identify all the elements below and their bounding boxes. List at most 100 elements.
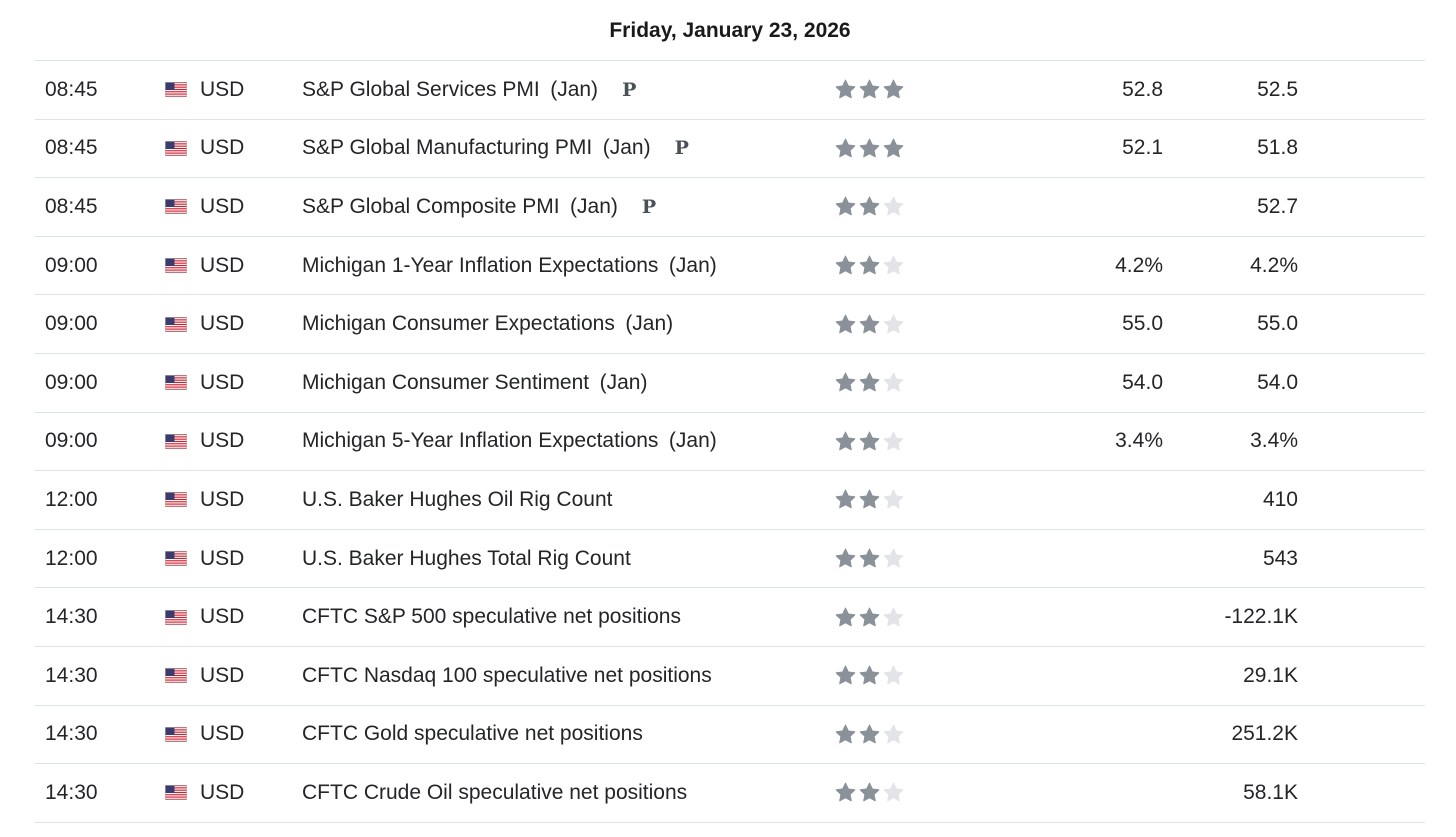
star-empty-icon xyxy=(883,607,904,628)
event-name-cell[interactable]: Michigan 5-Year Inflation Expectations (… xyxy=(302,413,717,471)
importance-stars xyxy=(835,354,907,412)
event-name[interactable]: CFTC Nasdaq 100 speculative net position… xyxy=(302,663,712,687)
event-name[interactable]: S&P Global Manufacturing PMI (Jan) xyxy=(302,136,651,160)
event-row[interactable]: 08:45 USD S&P Global Composite PMI (Jan)… xyxy=(35,178,1425,237)
event-row[interactable]: 08:45 USD S&P Global Services PMI (Jan) … xyxy=(35,61,1425,120)
importance-stars xyxy=(835,120,907,178)
event-name-cell[interactable]: S&P Global Manufacturing PMI (Jan) P xyxy=(302,120,689,178)
event-row[interactable]: 09:00 USD Michigan 5-Year Inflation Expe… xyxy=(35,413,1425,472)
event-forecast: 4.2% xyxy=(1250,253,1298,277)
star-filled-icon xyxy=(835,255,856,276)
star-empty-icon xyxy=(883,372,904,393)
event-actual xyxy=(1095,588,1163,646)
importance-stars xyxy=(835,178,907,236)
event-time: 14:30 xyxy=(45,605,98,629)
event-name[interactable]: CFTC S&P 500 speculative net positions xyxy=(302,605,681,629)
event-currency: USD xyxy=(200,663,245,687)
event-time: 09:00 xyxy=(45,429,98,453)
us-flag-icon xyxy=(165,530,187,588)
event-currency: USD xyxy=(200,77,245,101)
event-row[interactable]: 12:00 USD U.S. Baker Hughes Oil Rig Coun… xyxy=(35,471,1425,530)
star-filled-icon xyxy=(835,665,856,686)
event-name-cell[interactable]: CFTC Nasdaq 100 speculative net position… xyxy=(302,647,712,705)
event-name-cell[interactable]: Michigan 1-Year Inflation Expectations (… xyxy=(302,237,717,295)
event-name[interactable]: CFTC Crude Oil speculative net positions xyxy=(302,780,688,804)
us-flag-icon xyxy=(165,295,187,353)
star-filled-icon xyxy=(835,138,856,159)
event-currency: USD xyxy=(200,136,245,160)
importance-stars xyxy=(835,706,907,764)
event-row[interactable]: 09:00 USD Michigan 1-Year Inflation Expe… xyxy=(35,237,1425,296)
importance-stars xyxy=(835,471,907,529)
event-row[interactable]: 14:30 USD CFTC Nasdaq 100 speculative ne… xyxy=(35,647,1425,706)
event-actual xyxy=(1095,647,1163,705)
preliminary-badge: P xyxy=(674,137,689,160)
star-filled-icon xyxy=(859,665,880,686)
event-forecast: 58.1K xyxy=(1243,780,1298,804)
event-row[interactable]: 09:00 USD Michigan Consumer Sentiment (J… xyxy=(35,354,1425,413)
event-name[interactable]: S&P Global Composite PMI (Jan) xyxy=(302,194,618,218)
event-actual: 52.8 xyxy=(1122,77,1163,101)
event-time: 08:45 xyxy=(45,77,98,101)
event-name-cell[interactable]: U.S. Baker Hughes Total Rig Count xyxy=(302,530,631,588)
event-name[interactable]: Michigan 5-Year Inflation Expectations (… xyxy=(302,429,717,453)
event-name[interactable]: S&P Global Services PMI (Jan) xyxy=(302,77,599,101)
event-name-cell[interactable]: S&P Global Composite PMI (Jan) P xyxy=(302,178,656,236)
event-time: 09:00 xyxy=(45,253,98,277)
event-name-cell[interactable]: CFTC S&P 500 speculative net positions xyxy=(302,588,681,646)
event-name[interactable]: Michigan 1-Year Inflation Expectations (… xyxy=(302,253,717,277)
event-forecast: 51.8 xyxy=(1257,136,1298,160)
star-filled-icon xyxy=(859,138,880,159)
event-name-cell[interactable]: S&P Global Services PMI (Jan) P xyxy=(302,61,636,119)
us-flag-icon xyxy=(165,764,187,822)
event-actual xyxy=(1095,530,1163,588)
star-filled-icon xyxy=(859,79,880,100)
event-row[interactable]: 09:00 USD Michigan Consumer Expectations… xyxy=(35,295,1425,354)
us-flag-icon xyxy=(165,706,187,764)
event-currency: USD xyxy=(200,605,245,629)
event-row[interactable]: 14:30 USD CFTC Gold speculative net posi… xyxy=(35,706,1425,765)
event-time: 12:00 xyxy=(45,546,98,570)
event-forecast: 410 xyxy=(1262,487,1298,511)
event-name[interactable]: Michigan Consumer Expectations (Jan) xyxy=(302,312,674,336)
us-flag-icon xyxy=(165,647,187,705)
event-forecast: 52.5 xyxy=(1257,77,1298,101)
us-flag-icon xyxy=(165,413,187,471)
importance-stars xyxy=(835,647,907,705)
star-filled-icon xyxy=(859,724,880,745)
importance-stars xyxy=(835,530,907,588)
event-forecast: 52.7 xyxy=(1257,194,1298,218)
event-time: 14:30 xyxy=(45,663,98,687)
event-name-cell[interactable]: Michigan Consumer Expectations (Jan) xyxy=(302,295,673,353)
star-empty-icon xyxy=(883,255,904,276)
event-time: 08:45 xyxy=(45,136,98,160)
event-actual: 54.0 xyxy=(1122,370,1163,394)
economic-calendar: Friday, January 23, 2026 08:45 USD S&P G… xyxy=(35,0,1425,823)
event-row[interactable]: 14:30 USD CFTC S&P 500 speculative net p… xyxy=(35,588,1425,647)
star-filled-icon xyxy=(835,431,856,452)
star-filled-icon xyxy=(835,196,856,217)
preliminary-badge: P xyxy=(641,195,657,218)
us-flag-icon xyxy=(165,178,187,236)
event-actual: 3.4% xyxy=(1115,429,1163,453)
star-empty-icon xyxy=(883,548,904,569)
event-name[interactable]: CFTC Gold speculative net positions xyxy=(302,722,643,746)
event-row[interactable]: 12:00 USD U.S. Baker Hughes Total Rig Co… xyxy=(35,530,1425,589)
event-name-cell[interactable]: Michigan Consumer Sentiment (Jan) xyxy=(302,354,647,412)
event-currency: USD xyxy=(200,546,245,570)
star-filled-icon xyxy=(835,724,856,745)
event-name-cell[interactable]: CFTC Crude Oil speculative net positions xyxy=(302,764,687,822)
event-row[interactable]: 08:45 USD S&P Global Manufacturing PMI (… xyxy=(35,120,1425,179)
event-name[interactable]: U.S. Baker Hughes Total Rig Count xyxy=(302,546,631,570)
event-name-cell[interactable]: CFTC Gold speculative net positions xyxy=(302,706,643,764)
event-name[interactable]: Michigan Consumer Sentiment (Jan) xyxy=(302,370,648,394)
event-time: 08:45 xyxy=(45,194,98,218)
importance-stars xyxy=(835,61,907,119)
event-row[interactable]: 14:30 USD CFTC Crude Oil speculative net… xyxy=(35,764,1425,823)
event-currency: USD xyxy=(200,722,245,746)
event-time: 12:00 xyxy=(45,487,98,511)
event-name-cell[interactable]: U.S. Baker Hughes Oil Rig Count xyxy=(302,471,612,529)
event-forecast: 251.2K xyxy=(1231,722,1298,746)
star-filled-icon xyxy=(859,548,880,569)
event-name[interactable]: U.S. Baker Hughes Oil Rig Count xyxy=(302,487,613,511)
